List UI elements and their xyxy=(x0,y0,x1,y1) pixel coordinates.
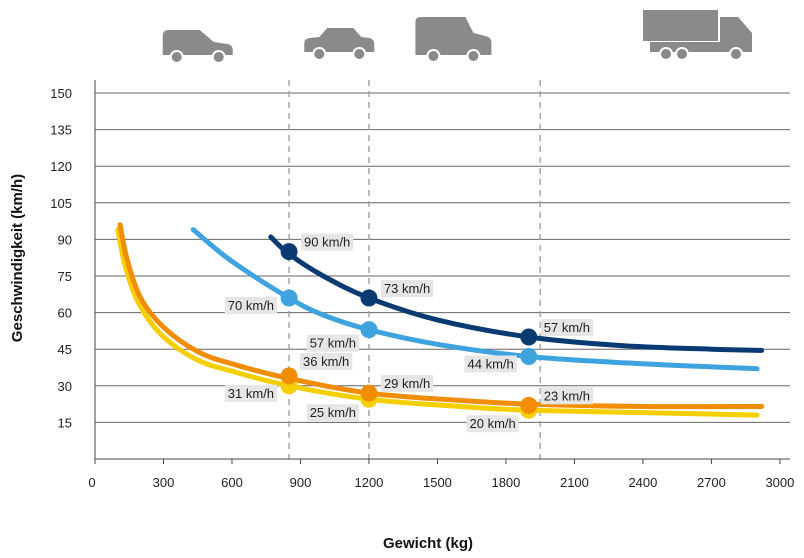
data-label-bg xyxy=(301,233,354,251)
data-label-bg xyxy=(224,384,278,402)
data-label-bg xyxy=(540,387,594,405)
data-label-text: 44 km/h xyxy=(468,357,514,372)
y-tick-label: 15 xyxy=(58,415,72,430)
data-label-text: 57 km/h xyxy=(544,320,590,335)
data-label: 73 km/h xyxy=(380,279,434,297)
data-label: 20 km/h xyxy=(466,415,519,433)
x-tick-label: 2100 xyxy=(560,475,589,490)
x-tick-label: 900 xyxy=(290,475,312,490)
x-tick-label: 1500 xyxy=(423,475,452,490)
x-tick-label: 1800 xyxy=(491,475,520,490)
data-label-bg xyxy=(300,353,353,371)
data-label-text: 36 km/h xyxy=(303,354,349,369)
data-point xyxy=(360,321,378,339)
data-point xyxy=(520,396,538,414)
y-tick-label: 45 xyxy=(58,342,72,357)
x-tick-label: 2700 xyxy=(697,475,726,490)
series-layer xyxy=(115,222,765,419)
data-label-text: 70 km/h xyxy=(228,298,274,313)
grid-layer xyxy=(95,92,790,423)
data-label-text: 73 km/h xyxy=(384,281,430,296)
series-line xyxy=(190,227,760,372)
y-tick-label: 105 xyxy=(50,196,72,211)
compact-car-icon xyxy=(304,28,375,61)
x-tick-label: 600 xyxy=(221,475,243,490)
data-point xyxy=(280,289,298,307)
small-car-icon xyxy=(162,30,233,64)
data-label: 31 km/h xyxy=(224,384,278,402)
data-label: 90 km/h xyxy=(301,233,354,251)
data-label-bg xyxy=(464,355,517,373)
y-tick-label: 75 xyxy=(58,269,72,284)
y-tick-label: 90 xyxy=(58,232,72,247)
data-label: 23 km/h xyxy=(540,387,594,405)
data-label-bg xyxy=(224,296,278,314)
y-axis-title: Geschwindigkeit (km/h) xyxy=(9,174,26,342)
data-label: 29 km/h xyxy=(380,375,434,393)
data-label: 57 km/h xyxy=(306,334,359,352)
x-tick-label: 3000 xyxy=(765,475,794,490)
truck-icon xyxy=(642,10,752,61)
van-icon xyxy=(415,17,492,63)
data-label: 57 km/h xyxy=(540,319,594,336)
data-point xyxy=(520,328,538,346)
data-label-text: 31 km/h xyxy=(228,386,274,401)
series-line xyxy=(268,234,765,353)
data-label: 70 km/h xyxy=(224,296,278,314)
data-label-text: 20 km/h xyxy=(470,416,516,431)
data-label-text: 57 km/h xyxy=(310,336,356,351)
data-label-text: 29 km/h xyxy=(384,376,430,391)
y-tick-label: 150 xyxy=(50,86,72,101)
x-tick-label: 2400 xyxy=(628,475,657,490)
y-tick-label: 120 xyxy=(50,159,72,174)
y-tick-label: 135 xyxy=(50,123,72,138)
vehicle-icons xyxy=(162,10,752,64)
data-labels: 90 km/h 73 km/h 57 km/h 70 km/h 57 km/h 44 km… xyxy=(224,233,594,433)
data-point xyxy=(280,367,298,385)
x-tick-label: 0 xyxy=(88,475,95,490)
data-label-text: 23 km/h xyxy=(544,388,590,403)
data-label-bg xyxy=(306,404,359,422)
data-point xyxy=(520,348,538,366)
data-label-text: 25 km/h xyxy=(310,405,356,420)
data-point xyxy=(280,243,298,261)
data-label-bg xyxy=(540,319,594,336)
data-label-text: 90 km/h xyxy=(304,235,350,250)
data-label: 44 km/h xyxy=(464,355,517,373)
x-tick-label: 300 xyxy=(153,475,175,490)
y-tick-label: 30 xyxy=(58,379,72,394)
data-label-bg xyxy=(380,375,434,393)
reference-lines xyxy=(288,80,541,459)
data-label-bg xyxy=(380,279,434,297)
data-label: 36 km/h xyxy=(300,353,353,371)
data-label-bg xyxy=(306,334,359,352)
data-label: 25 km/h xyxy=(306,404,359,422)
data-point xyxy=(360,384,378,402)
data-point xyxy=(360,289,378,307)
x-tick-label: 1200 xyxy=(354,475,383,490)
y-tick-label: 60 xyxy=(58,306,72,321)
data-label-bg xyxy=(466,415,519,433)
x-axis-title: Gewicht (kg) xyxy=(383,535,473,552)
